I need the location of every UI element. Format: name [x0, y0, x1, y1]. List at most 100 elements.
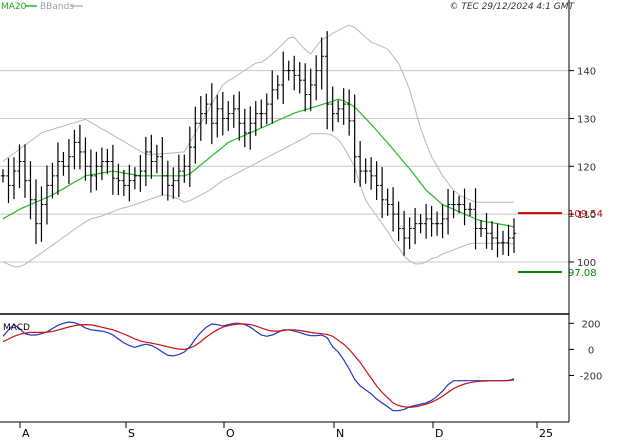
price-bar [346, 89, 352, 136]
bollinger-bands [2, 24, 515, 268]
price-bar [77, 124, 83, 170]
price-bar [264, 93, 269, 125]
price-bar [50, 162, 55, 199]
price-bar [324, 31, 330, 130]
price-bar [83, 137, 88, 181]
price-bar [248, 106, 253, 150]
price-bar [357, 141, 363, 187]
price-bar [176, 154, 182, 198]
price-bar [429, 205, 434, 237]
price-bar [99, 147, 105, 181]
price-bar [500, 230, 506, 255]
price-bar [374, 161, 379, 201]
price-bar [215, 94, 220, 138]
price-bar [220, 91, 225, 136]
price-bar [44, 165, 50, 225]
price-bar [193, 106, 198, 164]
price-bar [462, 188, 467, 226]
bb-lower-line [2, 133, 515, 268]
price-bar [352, 94, 357, 183]
price-y-axis: 100 110 120 130 140 [569, 67, 596, 269]
price-bar [154, 144, 160, 174]
price-bar [412, 207, 418, 245]
ma20-polyline [2, 98, 515, 228]
price-bar [418, 214, 423, 234]
price-bar [319, 37, 324, 90]
price-bar [209, 83, 214, 145]
price-bar [473, 188, 478, 250]
price-bar [171, 167, 176, 199]
x-tick-label: N [336, 427, 344, 440]
price-bar [33, 179, 39, 245]
price-bar [253, 101, 258, 136]
price-bar [467, 202, 473, 217]
price-bar [506, 224, 511, 256]
price-bar [187, 126, 193, 187]
macd-tick-label: 200 [581, 319, 600, 330]
price-bar [160, 137, 165, 196]
x-axis: A S O N D 25 [19, 422, 553, 440]
price-bar [434, 211, 440, 236]
bbands-legend-label: BBands [40, 2, 74, 12]
x-tick-label: A [22, 427, 30, 440]
price-bar [110, 144, 116, 195]
macd-panel-title: MACD [3, 323, 30, 333]
price-bar [451, 190, 456, 219]
price-bar [423, 203, 429, 239]
price-bar [396, 201, 401, 242]
price-bar [94, 151, 99, 191]
price-bar [17, 144, 22, 189]
x-tick-label: O [226, 427, 235, 440]
price-bar [363, 158, 368, 184]
price-bar [72, 129, 77, 170]
price-bar [61, 151, 66, 176]
price-bar [445, 188, 451, 235]
x-tick-label: S [128, 427, 135, 440]
price-bar [303, 63, 308, 112]
price-bar [478, 219, 484, 238]
price-levels: 109.54 97.08 [518, 209, 603, 279]
price-bar [335, 100, 341, 123]
price-bar [165, 160, 171, 201]
macd-y-axis: 200 0 -200 [569, 319, 602, 382]
resistance-level-label: 109.54 [568, 209, 603, 220]
price-tick-label: 100 [577, 258, 596, 269]
price-bar [88, 149, 94, 193]
price-bar [55, 142, 61, 195]
price-bar [456, 195, 462, 214]
price-bar [6, 158, 11, 204]
price-tick-label: 140 [577, 67, 596, 78]
price-bar [22, 144, 28, 198]
signal-line [2, 323, 515, 409]
price-tick-label: 120 [577, 162, 596, 173]
price-bar [308, 68, 313, 111]
price-bar [121, 170, 127, 197]
price-bar [116, 163, 121, 196]
price-bar [204, 93, 209, 125]
price-tick-label: 130 [577, 114, 596, 125]
price-bar [484, 212, 489, 249]
macd-tick-label: -200 [580, 371, 603, 382]
price-bar [275, 75, 280, 100]
price-bar [0, 169, 6, 183]
price-bar [379, 167, 385, 219]
price-bar [138, 155, 143, 192]
price-bar [231, 94, 236, 128]
price-bar [105, 148, 110, 175]
price-bar [297, 62, 302, 94]
x-tick-label: D [435, 427, 443, 440]
price-bar [281, 51, 286, 104]
price-bar [330, 86, 335, 132]
price-bar [385, 188, 390, 216]
price-bar [132, 167, 138, 190]
price-bar [242, 108, 247, 148]
copyright-text: © TEC 29/12/2024 4:1 GMT [449, 2, 575, 12]
price-bar [198, 95, 204, 141]
bb-upper-line [2, 24, 514, 203]
price-bar [127, 164, 132, 202]
support-level-label: 97.08 [568, 268, 597, 279]
price-bar [11, 157, 17, 200]
price-bar [341, 88, 346, 125]
price-bar [39, 186, 44, 242]
price-bar [511, 218, 517, 253]
